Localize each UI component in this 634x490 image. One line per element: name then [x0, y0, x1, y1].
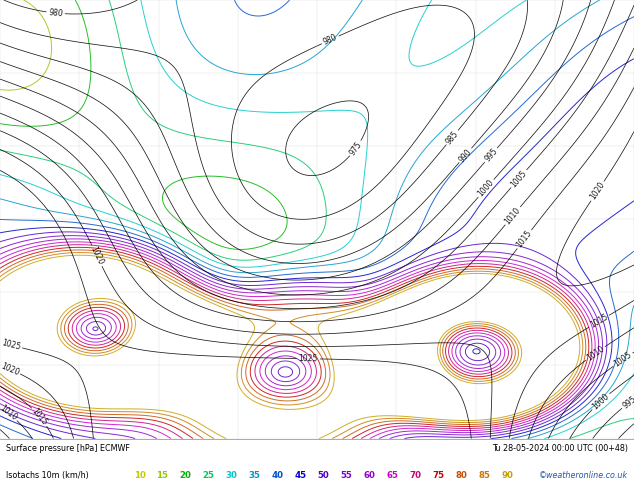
- Text: 975: 975: [348, 140, 364, 157]
- Text: Tu 28-05-2024 00:00 UTC (00+48): Tu 28-05-2024 00:00 UTC (00+48): [491, 444, 628, 453]
- Text: 25: 25: [202, 471, 214, 480]
- Text: 980: 980: [48, 8, 63, 18]
- Text: 90: 90: [501, 471, 513, 480]
- Text: ©weatheronline.co.uk: ©weatheronline.co.uk: [538, 471, 628, 480]
- Text: 1025: 1025: [299, 354, 318, 364]
- Text: 20: 20: [179, 471, 191, 480]
- Text: 1000: 1000: [476, 178, 496, 198]
- Text: 1010: 1010: [503, 206, 522, 226]
- Text: 1005: 1005: [612, 350, 633, 369]
- Text: 1015: 1015: [588, 313, 610, 330]
- Text: Surface pressure [hPa] ECMWF: Surface pressure [hPa] ECMWF: [6, 444, 130, 453]
- Text: 1020: 1020: [89, 245, 105, 267]
- Text: 1005: 1005: [509, 169, 529, 189]
- Text: 50: 50: [318, 471, 329, 480]
- Text: 980: 980: [322, 33, 339, 47]
- Text: 75: 75: [432, 471, 444, 480]
- Text: 45: 45: [294, 471, 306, 480]
- Text: 990: 990: [457, 147, 474, 164]
- Text: Isotachs 10m (km/h): Isotachs 10m (km/h): [6, 471, 89, 480]
- Text: 1015: 1015: [30, 407, 49, 427]
- Text: 1025: 1025: [1, 338, 22, 352]
- Text: 30: 30: [226, 471, 237, 480]
- Text: 60: 60: [363, 471, 375, 480]
- Text: 995: 995: [482, 147, 499, 164]
- Text: 65: 65: [386, 471, 398, 480]
- Text: 1000: 1000: [590, 392, 611, 411]
- Text: 1010: 1010: [585, 344, 605, 363]
- Text: 35: 35: [249, 471, 261, 480]
- Text: 995: 995: [621, 394, 634, 411]
- Text: 85: 85: [478, 471, 490, 480]
- Text: 985: 985: [444, 129, 460, 146]
- Text: 55: 55: [340, 471, 353, 480]
- Text: 1020: 1020: [0, 361, 20, 377]
- Text: 40: 40: [271, 471, 283, 480]
- Text: 15: 15: [157, 471, 169, 480]
- Text: 70: 70: [410, 471, 421, 480]
- Text: 1015: 1015: [515, 229, 534, 249]
- Text: 1020: 1020: [588, 181, 607, 201]
- Text: 10: 10: [134, 471, 145, 480]
- Text: 80: 80: [455, 471, 467, 480]
- Text: 1010: 1010: [0, 404, 18, 422]
